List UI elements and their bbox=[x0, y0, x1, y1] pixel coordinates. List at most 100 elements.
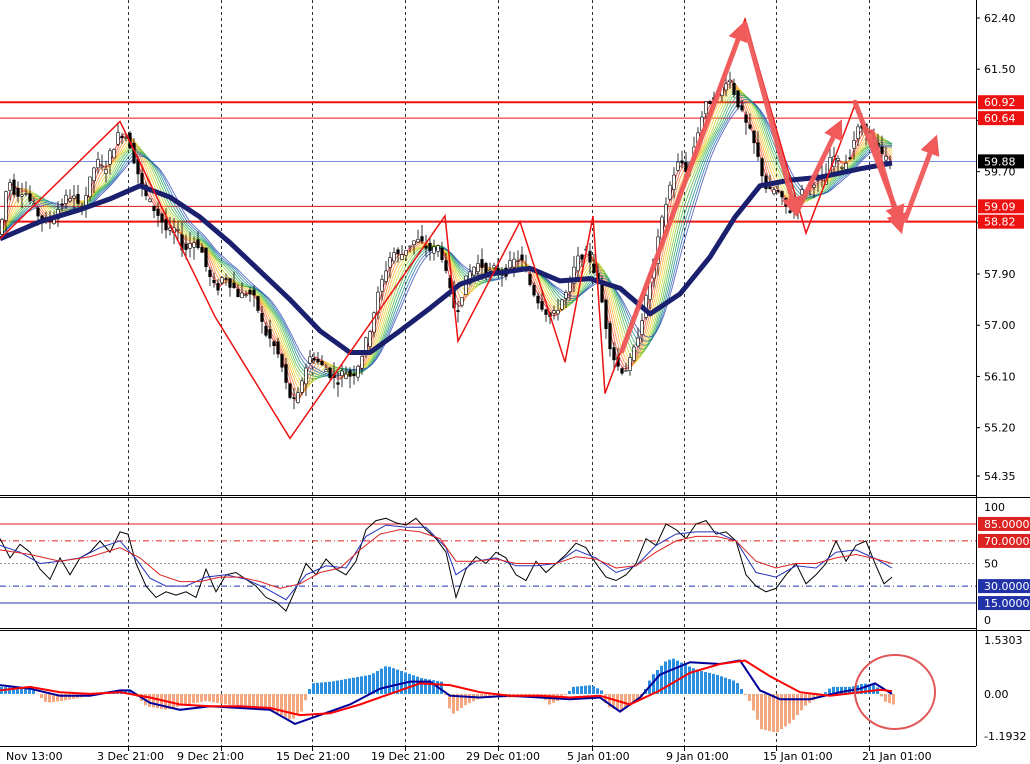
candle-body bbox=[296, 392, 300, 403]
macd-histogram-bar bbox=[48, 693, 51, 703]
candle-body bbox=[852, 139, 856, 149]
candle-body bbox=[664, 204, 668, 227]
macd-histogram-bar bbox=[800, 693, 803, 711]
macd-histogram-bar bbox=[760, 693, 763, 730]
candle-body bbox=[368, 331, 372, 347]
candle-body bbox=[420, 236, 424, 242]
macd-histogram-bar bbox=[796, 693, 799, 716]
macd-histogram-bar bbox=[608, 693, 611, 708]
macd-histogram-bar bbox=[708, 672, 711, 694]
time-tick-label: 19 Dec 21:00 bbox=[371, 750, 445, 763]
trend-arrow-head bbox=[920, 134, 940, 157]
macd-histogram-bar bbox=[124, 689, 127, 694]
macd-histogram-bar bbox=[616, 693, 619, 711]
macd-histogram-bar bbox=[872, 684, 875, 694]
candle-body bbox=[248, 289, 252, 295]
macd-histogram-bar bbox=[424, 678, 427, 694]
candle-body bbox=[384, 270, 388, 282]
ribbon-moving-average-line bbox=[0, 101, 892, 377]
candle-body bbox=[588, 250, 592, 263]
candle-body bbox=[844, 162, 848, 170]
moving-average-ribbon bbox=[0, 79, 893, 402]
macd-histogram-bar bbox=[56, 693, 59, 702]
oscillator-grid bbox=[128, 498, 870, 628]
candle-body bbox=[564, 292, 568, 299]
macd-histogram-bar bbox=[152, 693, 155, 708]
candle-body bbox=[344, 373, 348, 379]
macd-histogram-bar bbox=[204, 693, 207, 702]
macd-histogram-bar bbox=[440, 681, 443, 694]
macd-histogram-bar bbox=[312, 683, 315, 694]
oscillator-panel: 100 50 0 85.0000 70.0000 30.0000 15.0000 bbox=[0, 498, 1030, 628]
candle-body bbox=[536, 295, 540, 304]
candle-body bbox=[68, 198, 72, 202]
macd-histogram-bar bbox=[260, 693, 263, 709]
price-tick-label: 59.70 bbox=[984, 166, 1016, 179]
macd-histogram-bar bbox=[428, 679, 431, 694]
macd-histogram-bar bbox=[596, 688, 599, 694]
candle-body bbox=[236, 288, 240, 298]
candle-body bbox=[184, 243, 188, 250]
candle-body bbox=[668, 184, 672, 200]
macd-histogram-bar bbox=[188, 693, 191, 704]
macd-histogram-bar bbox=[684, 664, 687, 694]
candle-body bbox=[628, 357, 632, 371]
trend-arrow-shaft bbox=[619, 37, 741, 354]
moving-average-thick bbox=[0, 160, 893, 355]
time-tick-label: 9 Dec 21:00 bbox=[177, 750, 244, 763]
candle-body bbox=[264, 325, 268, 336]
candle-body bbox=[540, 300, 544, 310]
macd-histogram-bar bbox=[408, 673, 411, 694]
macd-histogram-bar bbox=[208, 693, 211, 702]
macd-histogram-bar bbox=[160, 693, 163, 709]
macd-histogram-bar bbox=[320, 682, 323, 694]
macd-histogram-bar bbox=[380, 668, 383, 694]
candle-body bbox=[316, 358, 320, 363]
macd-histogram-bar bbox=[480, 693, 483, 698]
candle-body bbox=[856, 126, 860, 139]
price-tick-label: 57.90 bbox=[984, 268, 1016, 281]
macd-histogram-bar bbox=[292, 693, 295, 719]
oscillator-level-tag bbox=[978, 516, 1030, 531]
macd-histogram-bar bbox=[664, 661, 667, 694]
candle-body bbox=[580, 254, 584, 260]
macd-histogram-bar bbox=[248, 693, 251, 707]
candle-body bbox=[672, 174, 676, 190]
macd-histogram-bar bbox=[200, 693, 203, 702]
candle-body bbox=[744, 114, 748, 123]
macd-histogram-bar bbox=[768, 693, 771, 732]
candle-body bbox=[380, 279, 384, 292]
macd-histogram-bar bbox=[636, 693, 639, 701]
price-level-tag bbox=[978, 214, 1024, 229]
candle-body bbox=[436, 245, 440, 252]
macd-histogram-bar bbox=[572, 686, 575, 694]
candle-body bbox=[444, 260, 448, 271]
macd-histogram-bar bbox=[328, 681, 331, 694]
candle-body bbox=[212, 279, 216, 283]
macd-tick-label: 1.5303 bbox=[984, 634, 1023, 647]
candle-body bbox=[516, 260, 520, 262]
candle-body bbox=[204, 247, 208, 268]
oscillator-level-tag bbox=[978, 533, 1030, 548]
macd-histogram-bar bbox=[344, 679, 347, 694]
candle-body bbox=[528, 274, 532, 285]
macd-histogram-bar bbox=[280, 693, 283, 716]
candle-body bbox=[324, 369, 328, 372]
candle-body bbox=[760, 158, 764, 177]
candle-body bbox=[216, 283, 220, 291]
oscillator-line bbox=[0, 529, 893, 589]
oscillator-line bbox=[0, 517, 893, 612]
candle-body bbox=[472, 266, 476, 276]
candle-body bbox=[176, 228, 180, 231]
macd-histogram-bar bbox=[732, 680, 735, 694]
trend-arrow-shaft bbox=[742, 21, 795, 201]
macd-histogram-bar bbox=[272, 693, 275, 711]
price-tick-label: 61.50 bbox=[984, 63, 1016, 76]
candle-body bbox=[340, 370, 344, 377]
macd-histogram-bar bbox=[16, 687, 19, 694]
candle-body bbox=[104, 169, 108, 174]
macd-panel: 1.5303 0.00 -1.1932 bbox=[0, 631, 1026, 746]
price-level-tag bbox=[978, 95, 1024, 110]
price-level-label: 60.92 bbox=[984, 96, 1016, 109]
